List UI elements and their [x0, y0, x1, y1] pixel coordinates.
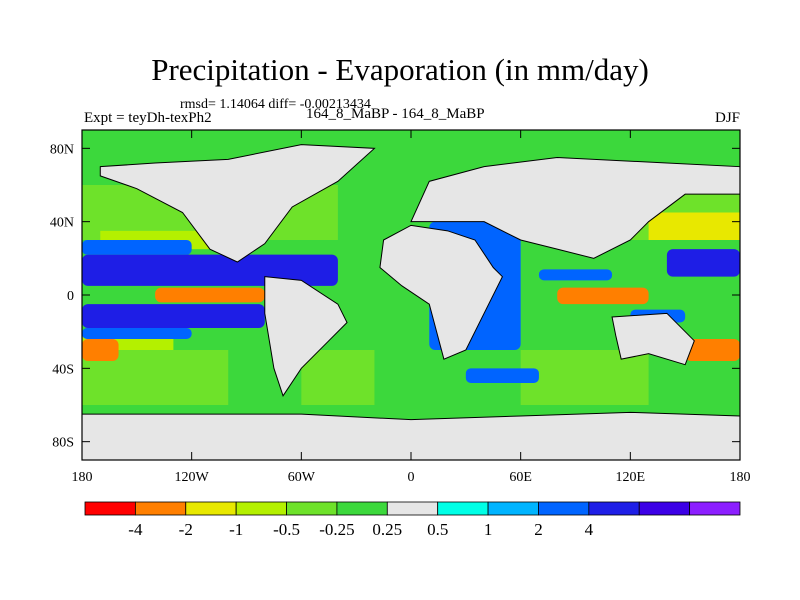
- colorbar-swatch: [134, 501, 187, 516]
- y-tick-label: 0: [67, 289, 74, 304]
- coastline-outline: [99, 144, 376, 263]
- colorbar-swatch: [84, 501, 136, 516]
- field-accent: [465, 368, 539, 383]
- colorbar-swatch: [538, 501, 590, 516]
- colorbar-swatch: [286, 501, 338, 516]
- y-tick-label: 40S: [52, 362, 74, 377]
- field-south-dry-east: [685, 339, 740, 361]
- x-tick-label: 120W: [175, 470, 210, 485]
- y-tick-label: 80S: [52, 436, 74, 451]
- x-tick-label: 180: [730, 470, 751, 485]
- field-subtropic-dry-pacific: [155, 287, 265, 303]
- coastline-outline: [264, 276, 348, 397]
- colorbar-swatch: [487, 501, 539, 516]
- field-patch: [520, 350, 649, 405]
- colorbar-label: 1: [484, 520, 493, 539]
- coastline-outline: [379, 224, 503, 360]
- land-mass: [379, 225, 503, 360]
- x-tick-label: 60E: [509, 470, 532, 485]
- land-mass: [411, 157, 740, 259]
- coastline-outline: [611, 312, 695, 366]
- field-south-dry-west: [82, 339, 119, 361]
- colorbar-swatch: [235, 501, 287, 516]
- colorbar-label: 0.25: [372, 520, 402, 539]
- map-field: [82, 130, 740, 460]
- colorbar-swatch: [689, 501, 741, 516]
- colorbar-label: -2: [179, 520, 193, 539]
- field-accent: [538, 269, 613, 281]
- land-mass: [100, 144, 375, 262]
- x-tick-label: 180: [72, 470, 93, 485]
- land-mass: [264, 276, 348, 396]
- left-subtitle: Expt = teyDh-texPh2: [84, 110, 212, 126]
- field-patch: [301, 350, 375, 405]
- y-tick-label: 40N: [50, 216, 74, 231]
- center-subtitle: 164_8_MaBP - 164_8_MaBP: [306, 106, 485, 122]
- colorbar-label: -0.25: [319, 520, 354, 539]
- stats-text: rmsd= 1.14064 diff= -0.00213434: [180, 97, 371, 112]
- colorbar-swatch: [185, 501, 237, 516]
- x-tick-label: 60W: [288, 470, 316, 485]
- colorbar-label: -4: [128, 520, 143, 539]
- colorbar-swatch: [437, 501, 489, 516]
- colorbar: -4 -2 -1 -0.5 -0.25 0.25 0.5 1 2 4: [84, 501, 741, 539]
- field-accent: [82, 328, 192, 339]
- colorbar-label: -0.5: [273, 520, 300, 539]
- chart-title: Precipitation - Evaporation (in mm/day): [151, 52, 649, 87]
- colorbar-label: -1: [229, 520, 243, 539]
- y-tick-label: 80N: [50, 142, 74, 157]
- colorbar-swatch: [588, 501, 640, 516]
- x-tick-label: 0: [408, 470, 415, 485]
- coastline-outline: [410, 156, 741, 259]
- field-indian-dry: [557, 287, 649, 305]
- colorbar-label: 4: [585, 520, 594, 539]
- field-tropical-band-south: [82, 304, 265, 328]
- colorbar-swatch: [386, 501, 439, 516]
- field-patch: [648, 212, 740, 240]
- x-tick-label: 120E: [616, 470, 646, 485]
- colorbar-swatch: [638, 501, 691, 516]
- land-mass: [82, 412, 740, 460]
- colorbar-label: 2: [534, 520, 543, 539]
- colorbar-label: 0.5: [427, 520, 448, 539]
- colorbar-swatch: [336, 501, 388, 516]
- land-mass: [612, 313, 695, 365]
- axes: 180 120W 60W 0 60E 120E 180 80N 40N 0 40S 80S: [50, 129, 751, 485]
- right-subtitle: DJF: [714, 110, 740, 126]
- field-westpac-wet: [666, 249, 740, 277]
- field-accent: [82, 240, 192, 255]
